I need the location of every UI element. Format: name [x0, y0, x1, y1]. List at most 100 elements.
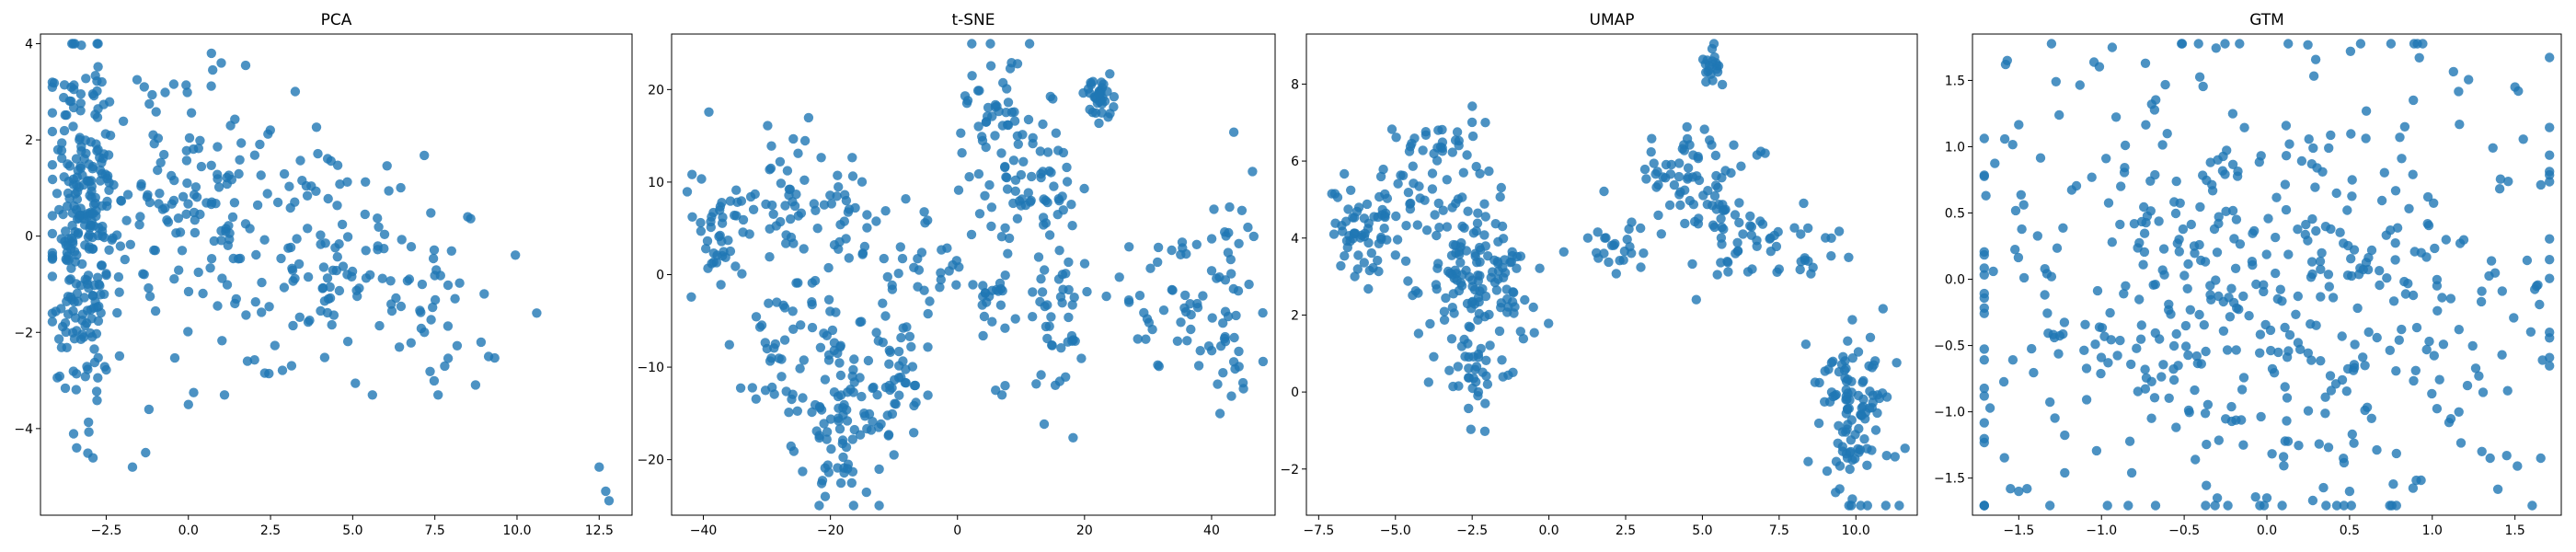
- scatter-point: [2226, 401, 2237, 412]
- scatter-point: [807, 299, 817, 310]
- scatter-point: [2087, 172, 2097, 182]
- scatter-point: [1451, 198, 1461, 209]
- scatter-point: [2280, 382, 2290, 392]
- scatter-point: [985, 61, 996, 71]
- scatter-point: [1109, 92, 1120, 102]
- scatter-point: [2497, 350, 2507, 360]
- x-tick-label: −2.5: [90, 523, 121, 538]
- scatter-point: [2231, 345, 2241, 355]
- scatter-point: [748, 204, 759, 214]
- scatter-point: [2376, 195, 2387, 206]
- scatter-point: [2536, 453, 2546, 464]
- scatter-point: [1639, 164, 1650, 175]
- scatter-point: [2444, 418, 2455, 428]
- scatter-point: [75, 334, 86, 344]
- scatter-point: [2391, 500, 2401, 511]
- scatter-point: [1845, 464, 1855, 475]
- scatter-point: [1979, 171, 1989, 181]
- scatter-point: [2388, 296, 2399, 306]
- scatter-point: [799, 244, 809, 254]
- scatter-point: [1880, 500, 1891, 511]
- x-tick-label: 20: [1076, 523, 1093, 538]
- scatter-point: [2421, 344, 2432, 355]
- scatter-point: [2129, 219, 2140, 229]
- scatter-point: [2283, 346, 2294, 356]
- scatter-point: [207, 197, 217, 207]
- scatter-point: [1035, 146, 1046, 156]
- scatter-point: [72, 443, 82, 453]
- scatter-point: [2225, 312, 2236, 322]
- scatter-point: [977, 132, 987, 142]
- scatter-point: [2182, 283, 2192, 293]
- scatter-point: [834, 403, 844, 413]
- scatter-point: [2485, 453, 2495, 464]
- scatter-point: [84, 427, 94, 437]
- x-tick-label: −0.5: [2168, 523, 2200, 538]
- scatter-point: [2366, 413, 2376, 423]
- scatter-point: [1228, 283, 1239, 294]
- x-tick-label: −2.5: [1456, 523, 1488, 538]
- scatter-point: [342, 177, 352, 187]
- scatter-point: [1218, 368, 1228, 378]
- scatter-point: [1881, 451, 1892, 461]
- scatter-point: [859, 241, 870, 252]
- scatter-point: [1864, 403, 1875, 413]
- scatter-point: [2434, 374, 2444, 385]
- scatter-point: [2545, 273, 2555, 283]
- scatter-point: [2045, 500, 2055, 511]
- scatter-point: [1469, 284, 1480, 295]
- scatter-point: [2261, 493, 2272, 503]
- scatter-point: [1746, 230, 1757, 240]
- scatter-point: [1998, 376, 2009, 387]
- scatter-point: [114, 287, 124, 297]
- scatter-point: [2320, 392, 2330, 402]
- scatter-point: [1446, 334, 1457, 344]
- y-tick-label: 8: [1291, 77, 1299, 92]
- scatter-point: [1710, 150, 1721, 161]
- scatter-point: [992, 101, 1002, 111]
- scatter-point: [60, 383, 71, 394]
- scatter-point: [190, 182, 201, 192]
- scatter-point: [1822, 466, 1833, 477]
- scatter-point: [1382, 193, 1393, 203]
- scatter-point: [470, 380, 481, 390]
- scatter-point: [1328, 229, 1340, 239]
- scatter-point: [1212, 273, 1222, 283]
- scatter-point: [894, 390, 904, 400]
- scatter-point: [1105, 109, 1115, 119]
- scatter-point: [68, 179, 79, 190]
- scatter-point: [2518, 134, 2528, 144]
- scatter-point: [2474, 371, 2484, 381]
- scatter-point: [1512, 263, 1522, 273]
- scatter-point: [784, 184, 795, 194]
- scatter-point: [219, 390, 230, 400]
- scatter-point: [2053, 349, 2064, 359]
- scatter-point: [1604, 257, 1614, 268]
- scatter-point: [2139, 201, 2149, 213]
- scatter-point: [1006, 107, 1018, 118]
- scatter-point: [724, 339, 734, 350]
- scatter-point: [1498, 372, 1508, 382]
- scatter-point: [1862, 500, 1873, 511]
- scatter-point: [71, 204, 82, 215]
- y-tick-label: 4: [1291, 232, 1299, 247]
- scatter-point: [127, 462, 138, 472]
- scatter-point: [1343, 204, 1353, 214]
- scatter-point: [2042, 308, 2053, 318]
- scatter-point: [62, 109, 72, 121]
- scatter-point: [2269, 368, 2280, 378]
- scatter-point: [1843, 336, 1853, 346]
- scatter-point: [1498, 262, 1508, 273]
- scatter-point: [2177, 39, 2188, 49]
- scatter-point: [1442, 175, 1453, 185]
- chart-title: t-SNE: [951, 11, 995, 29]
- scatter-point: [819, 200, 830, 210]
- scatter-point: [1890, 452, 1900, 462]
- scatter-point: [139, 82, 149, 92]
- scatter-point: [766, 141, 776, 151]
- scatter-point: [406, 338, 416, 348]
- scatter-point: [1479, 230, 1489, 240]
- scatter-point: [2394, 335, 2404, 345]
- scatter-point: [2010, 245, 2020, 255]
- scatter-point: [1086, 79, 1097, 90]
